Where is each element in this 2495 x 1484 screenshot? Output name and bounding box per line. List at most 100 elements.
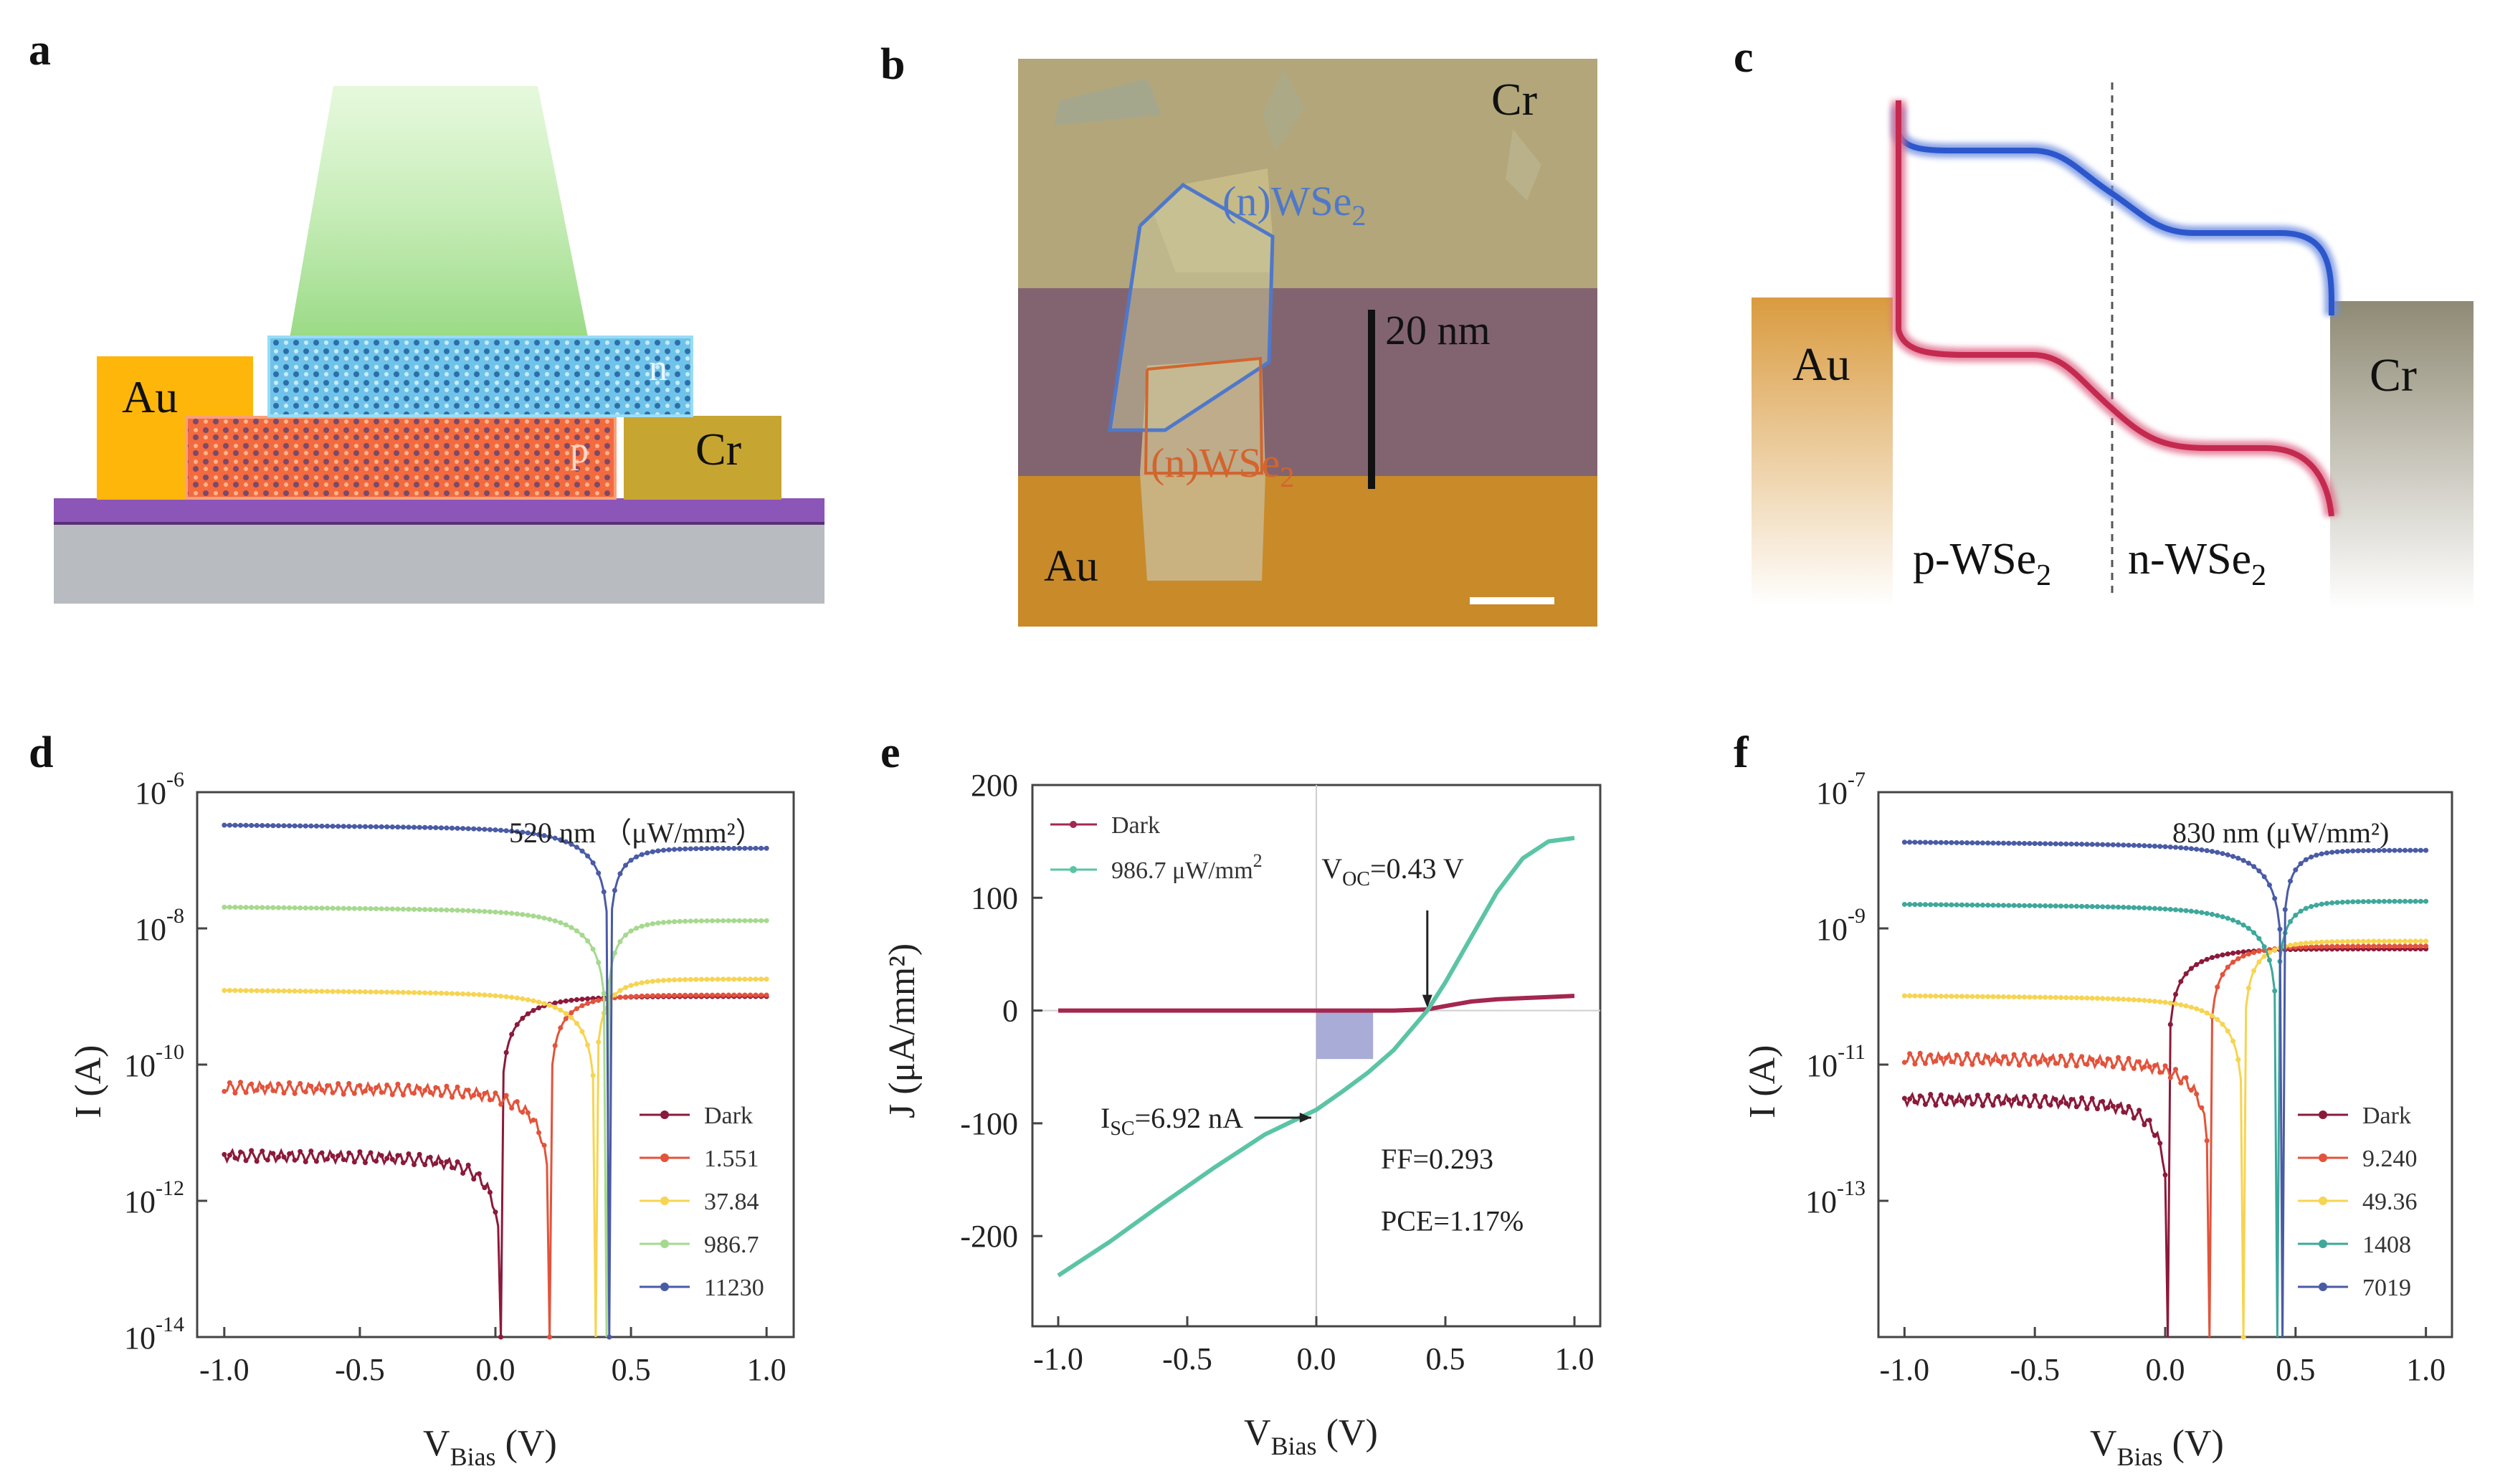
data-point — [2001, 903, 2007, 908]
isc-label: ISC=6.92 nA — [1101, 1102, 1243, 1140]
data-point — [2152, 843, 2157, 849]
data-point — [1912, 902, 1918, 908]
data-point — [1949, 1095, 1954, 1100]
data-point — [747, 845, 753, 851]
data-point — [2121, 997, 2126, 1002]
data-point — [2209, 849, 2215, 855]
data-point — [1974, 1052, 1980, 1057]
data-point — [298, 988, 303, 994]
data-point — [1944, 902, 1949, 908]
ff-label: FF=0.293 — [1381, 1143, 1493, 1175]
data-point — [1985, 840, 1991, 846]
data-point — [650, 993, 655, 999]
data-point — [753, 976, 759, 982]
data-point — [2397, 898, 2403, 904]
data-point — [1990, 994, 1996, 999]
data-point — [666, 977, 672, 983]
data-point — [493, 1209, 498, 1215]
data-point — [2011, 903, 2017, 908]
legend-marker — [660, 1197, 669, 1205]
data-point — [2048, 1102, 2053, 1108]
data-point — [601, 990, 607, 996]
pce-label: PCE=1.17% — [1381, 1204, 1524, 1237]
data-point — [683, 918, 688, 924]
data-point — [2048, 903, 2053, 909]
annotation-d: 520 nm （μW/mm²） — [509, 817, 764, 849]
data-point — [2225, 964, 2230, 970]
data-point — [2157, 1141, 2163, 1146]
data-point — [2215, 913, 2220, 918]
data-point — [525, 1110, 531, 1116]
data-point — [688, 992, 693, 998]
data-point — [2293, 913, 2299, 918]
data-point — [2376, 847, 2382, 853]
data-point — [2209, 1013, 2215, 1019]
data-point — [1907, 902, 1913, 908]
data-point — [585, 1001, 591, 1007]
data-point — [2256, 948, 2262, 954]
data-point — [574, 1020, 579, 1026]
data-point — [243, 905, 249, 910]
data-point — [2251, 864, 2257, 870]
data-point — [2230, 1038, 2236, 1044]
data-point — [2110, 842, 2116, 847]
data-point — [1933, 1058, 1939, 1064]
data-point — [1969, 840, 1975, 846]
data-point — [433, 1085, 439, 1090]
data-point — [726, 918, 731, 923]
data-point — [260, 1084, 265, 1090]
data-point — [498, 1334, 504, 1340]
data-point — [2011, 1052, 2017, 1057]
data-point — [222, 987, 227, 993]
data-point — [2048, 994, 2053, 1000]
data-point — [482, 1090, 488, 1096]
data-point — [2199, 1008, 2205, 1014]
data-point — [645, 922, 650, 928]
data-point — [650, 849, 655, 855]
data-point — [362, 1160, 368, 1166]
data-point — [2110, 996, 2116, 1002]
data-point — [2162, 1063, 2168, 1069]
legend-marker — [2319, 1197, 2327, 1205]
data-point — [2137, 1059, 2142, 1065]
data-point — [764, 918, 769, 923]
legend-label: 11230 — [704, 1275, 764, 1301]
data-point — [2246, 860, 2251, 866]
data-point — [731, 992, 737, 998]
data-point — [2339, 943, 2345, 949]
data-point — [303, 823, 308, 829]
data-point — [698, 918, 704, 924]
data-point — [417, 990, 422, 996]
data-point — [617, 988, 623, 994]
data-point — [585, 996, 591, 1002]
data-point — [384, 824, 390, 829]
panel-letter-d: d — [29, 728, 53, 777]
data-point — [721, 992, 726, 998]
data-point — [1954, 994, 1959, 999]
data-point — [2037, 1059, 2043, 1065]
data-point — [351, 989, 357, 994]
data-point — [260, 1148, 265, 1154]
data-point — [650, 921, 655, 927]
data-point — [2355, 899, 2361, 905]
data-point — [1938, 993, 1944, 999]
data-point — [2418, 938, 2423, 944]
data-point — [2100, 904, 2106, 910]
xlabel-d: VBias (V) — [423, 1423, 557, 1471]
data-point — [460, 908, 466, 913]
data-point — [2105, 996, 2111, 1002]
data-point — [2137, 842, 2142, 848]
data-point — [313, 989, 319, 994]
data-point — [417, 1151, 422, 1157]
data-point — [596, 960, 602, 966]
data-point — [2142, 1064, 2147, 1070]
data-point — [2094, 1059, 2100, 1065]
data-point — [298, 1148, 303, 1154]
data-point — [1917, 839, 1923, 845]
data-point — [2147, 998, 2152, 1004]
data-point — [275, 823, 281, 829]
data-point — [389, 1156, 395, 1162]
data-point — [2152, 999, 2157, 1004]
data-point — [341, 989, 346, 994]
data-point — [498, 910, 504, 915]
